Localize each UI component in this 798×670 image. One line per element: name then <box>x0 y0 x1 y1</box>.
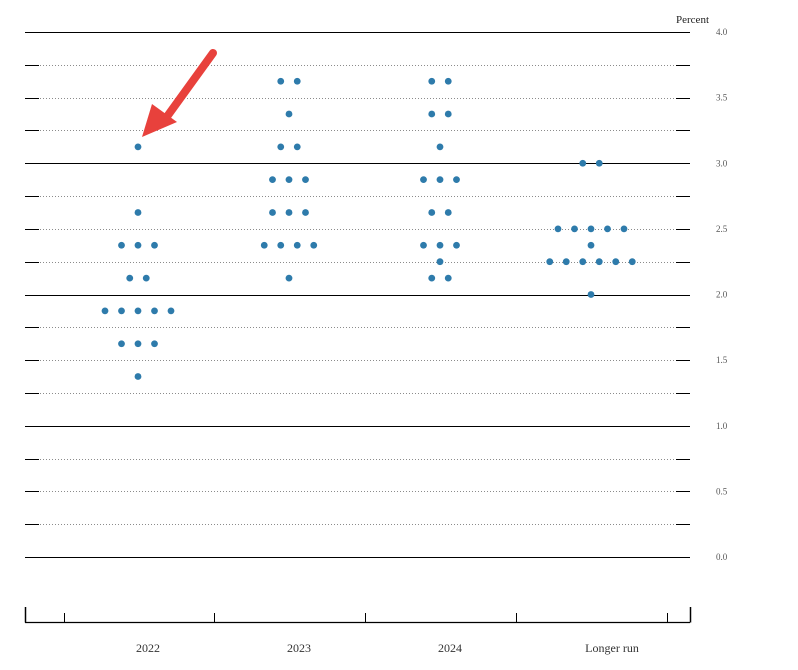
y-axis-ticks: 0.0 0.5 1.0 1.5 2.0 2.5 3.0 3.5 4.0 <box>716 27 728 562</box>
y-tick-label: 4.0 <box>716 27 728 37</box>
dot <box>428 209 436 216</box>
y-tick-label: 0.5 <box>716 486 728 496</box>
dot <box>134 209 142 216</box>
dot <box>151 307 158 315</box>
dot <box>269 176 276 184</box>
dot <box>628 258 636 266</box>
dot <box>277 77 285 85</box>
dot <box>101 307 109 315</box>
dot <box>444 274 452 282</box>
dot <box>420 176 427 184</box>
dots <box>101 77 636 380</box>
x-category-label: 2022 <box>136 641 160 655</box>
dot <box>428 274 436 282</box>
dot <box>436 176 444 184</box>
dot <box>285 274 293 282</box>
dot <box>302 209 309 216</box>
dot <box>579 159 587 167</box>
y-tick-label: 2.5 <box>716 224 728 234</box>
dot <box>620 225 628 233</box>
dot <box>142 274 150 282</box>
arrow-head <box>142 104 177 137</box>
dot <box>302 176 309 184</box>
dot <box>571 225 578 233</box>
dot <box>269 209 276 216</box>
dot <box>562 258 570 266</box>
x-axis: 2022 2023 2024 Longer run <box>24 607 692 655</box>
dot <box>428 110 436 118</box>
dot <box>285 209 293 216</box>
dot <box>293 143 301 151</box>
dot <box>612 258 620 266</box>
dot <box>118 307 125 315</box>
dot <box>428 77 436 85</box>
dot <box>293 77 301 85</box>
dot <box>134 307 142 315</box>
dot <box>436 241 444 249</box>
y-tick-label: 0.0 <box>716 552 728 562</box>
x-category-label: Longer run <box>585 641 639 655</box>
dot <box>444 209 452 216</box>
dot <box>285 110 293 118</box>
dot <box>587 241 595 249</box>
dot <box>134 373 142 380</box>
dot <box>436 258 444 266</box>
x-category-label: 2024 <box>438 641 462 655</box>
dot <box>277 241 285 249</box>
dot <box>554 225 562 233</box>
dot <box>134 143 142 151</box>
dot <box>453 241 460 249</box>
y-tick-label: 3.0 <box>716 158 728 168</box>
y-tick-label: 1.5 <box>716 355 728 365</box>
dot <box>260 241 268 249</box>
dot <box>579 258 587 266</box>
y-axis-unit-label: Percent <box>676 14 709 26</box>
arrow-shaft <box>162 49 217 122</box>
dot <box>546 258 554 266</box>
dot <box>310 241 318 249</box>
annotation-arrow <box>142 49 217 137</box>
dot <box>587 291 595 298</box>
dot <box>444 110 452 118</box>
dot <box>285 176 293 184</box>
y-tick-label: 3.5 <box>716 93 728 103</box>
y-tick-label: 1.0 <box>716 421 728 431</box>
dot <box>134 340 142 348</box>
dot <box>151 241 158 249</box>
grid-lines <box>25 32 690 558</box>
y-tick-label: 2.0 <box>716 290 728 300</box>
dot <box>167 307 175 315</box>
dot <box>126 274 134 282</box>
dot <box>444 77 452 85</box>
dot <box>453 176 460 184</box>
x-category-label: 2023 <box>287 641 311 655</box>
dot <box>595 258 603 266</box>
dot <box>277 143 285 151</box>
dot <box>118 241 125 249</box>
dot <box>134 241 142 249</box>
dot <box>604 225 611 233</box>
dot <box>293 241 301 249</box>
dot <box>436 143 444 151</box>
dot <box>151 340 158 348</box>
dot <box>587 225 595 233</box>
dot <box>420 241 427 249</box>
dot <box>118 340 125 348</box>
dot <box>595 159 603 167</box>
